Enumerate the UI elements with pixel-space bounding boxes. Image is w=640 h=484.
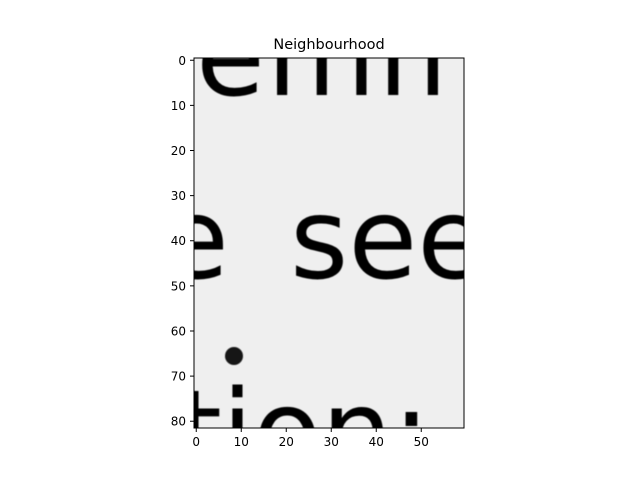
y-tick-label: 0 (178, 54, 186, 68)
x-tick-label: 20 (279, 435, 294, 449)
x-tick-label: 30 (324, 435, 339, 449)
image-plot: emm. e see tion: (160, 0, 527, 480)
y-axis-ticks: 0 10 20 30 40 50 60 70 80 (171, 54, 194, 429)
y-tick-label: 50 (171, 279, 186, 293)
x-axis-ticks: 0 10 20 30 40 50 (192, 428, 429, 449)
y-tick-label: 80 (171, 415, 186, 429)
y-tick-label: 30 (171, 189, 186, 203)
y-tick-label: 10 (171, 99, 186, 113)
chart-title: Neighbourhood (273, 37, 384, 53)
x-tick-label: 50 (414, 435, 429, 449)
x-tick-label: 0 (192, 435, 200, 449)
axes-frame (193, 57, 465, 429)
x-tick-label: 40 (369, 435, 384, 449)
glyph-top-line: emm. (196, 0, 527, 122)
ink-dot (225, 347, 243, 365)
y-tick-label: 70 (171, 370, 186, 384)
y-tick-label: 20 (171, 144, 186, 158)
paper-background (194, 58, 464, 428)
y-tick-label: 60 (171, 324, 186, 338)
glyph-middle-se: see (290, 175, 486, 305)
glyph-middle-left-fragment: e (160, 175, 229, 305)
glyph-bottom-line: tion: (178, 367, 430, 480)
ink-glyphs: emm. e see tion: (160, 0, 527, 480)
x-tick-label: 10 (234, 435, 249, 449)
y-tick-label: 40 (171, 234, 186, 248)
